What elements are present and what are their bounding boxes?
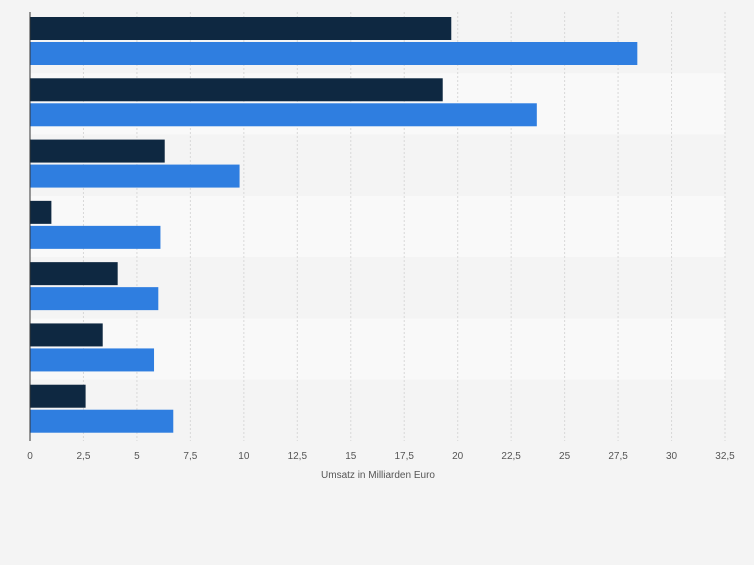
bar <box>30 323 103 347</box>
bar <box>30 200 52 224</box>
x-tick-label: 20 <box>452 451 464 462</box>
x-tick-label: 30 <box>666 451 678 462</box>
x-tick-label: 2,5 <box>77 451 91 462</box>
bar <box>30 164 240 188</box>
bar <box>30 17 452 40</box>
x-tick-label: 7,5 <box>183 451 197 462</box>
bar <box>30 409 174 433</box>
bar <box>30 42 638 65</box>
x-tick-label: 32,5 <box>715 451 735 462</box>
bars <box>30 17 638 433</box>
x-axis-label: Umsatz in Milliarden Euro <box>321 470 435 481</box>
x-tick-label: 12,5 <box>288 451 308 462</box>
bar <box>30 262 118 286</box>
x-tick-label: 10 <box>238 451 250 462</box>
x-tick-label: 27,5 <box>608 451 628 462</box>
x-axis-ticks: 0 2,5 5 7,5 10 12,5 15 17,5 20 22,5 25 27,5 30 32,5 <box>27 451 735 462</box>
x-tick-label: 5 <box>134 451 140 462</box>
bar <box>30 384 86 408</box>
bar <box>30 225 161 249</box>
bar <box>30 287 159 311</box>
bar <box>30 103 537 127</box>
x-tick-label: 17,5 <box>394 451 414 462</box>
x-tick-label: 25 <box>559 451 571 462</box>
x-tick-label: 0 <box>27 451 33 462</box>
bar <box>30 139 165 163</box>
bar <box>30 348 155 372</box>
x-tick-label: 15 <box>345 451 357 462</box>
bar <box>30 78 443 102</box>
x-tick-label: 22,5 <box>501 451 521 462</box>
